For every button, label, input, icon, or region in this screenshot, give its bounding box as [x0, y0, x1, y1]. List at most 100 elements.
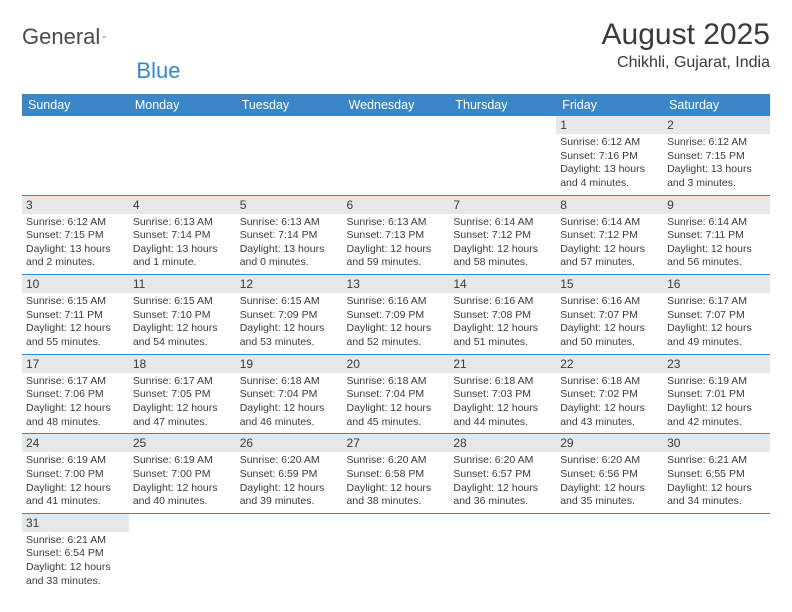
daylight-text: Daylight: 12 hours and 44 minutes.	[453, 402, 552, 429]
day-body: Sunrise: 6:12 AMSunset: 7:16 PMDaylight:…	[556, 134, 663, 195]
calendar-row: 24Sunrise: 6:19 AMSunset: 7:00 PMDayligh…	[22, 434, 770, 514]
sunrise-text: Sunrise: 6:18 AM	[240, 375, 339, 389]
daylight-text: Daylight: 12 hours and 53 minutes.	[240, 322, 339, 349]
day-number: 4	[129, 196, 236, 214]
day-body: Sunrise: 6:18 AMSunset: 7:04 PMDaylight:…	[343, 373, 450, 434]
sunrise-text: Sunrise: 6:18 AM	[560, 375, 659, 389]
sunset-text: Sunset: 7:14 PM	[133, 229, 232, 243]
calendar-cell: 1Sunrise: 6:12 AMSunset: 7:16 PMDaylight…	[556, 116, 663, 195]
logo: General	[22, 18, 126, 50]
calendar-cell: 23Sunrise: 6:19 AMSunset: 7:01 PMDayligh…	[663, 354, 770, 434]
sunset-text: Sunset: 7:02 PM	[560, 388, 659, 402]
day-body: Sunrise: 6:19 AMSunset: 7:01 PMDaylight:…	[663, 373, 770, 434]
sunrise-text: Sunrise: 6:14 AM	[667, 216, 766, 230]
day-body: Sunrise: 6:13 AMSunset: 7:14 PMDaylight:…	[129, 214, 236, 275]
day-body: Sunrise: 6:12 AMSunset: 7:15 PMDaylight:…	[22, 214, 129, 275]
calendar-cell	[129, 513, 236, 592]
calendar-row: 1Sunrise: 6:12 AMSunset: 7:16 PMDaylight…	[22, 116, 770, 195]
daylight-text: Daylight: 12 hours and 45 minutes.	[347, 402, 446, 429]
calendar-cell: 17Sunrise: 6:17 AMSunset: 7:06 PMDayligh…	[22, 354, 129, 434]
sunset-text: Sunset: 7:06 PM	[26, 388, 125, 402]
day-body: Sunrise: 6:14 AMSunset: 7:12 PMDaylight:…	[449, 214, 556, 275]
sunset-text: Sunset: 6:58 PM	[347, 468, 446, 482]
day-body: Sunrise: 6:16 AMSunset: 7:09 PMDaylight:…	[343, 293, 450, 354]
sunrise-text: Sunrise: 6:16 AM	[560, 295, 659, 309]
sunrise-text: Sunrise: 6:18 AM	[347, 375, 446, 389]
sunrise-text: Sunrise: 6:15 AM	[26, 295, 125, 309]
sunrise-text: Sunrise: 6:16 AM	[453, 295, 552, 309]
sunrise-text: Sunrise: 6:15 AM	[133, 295, 232, 309]
calendar-cell	[343, 513, 450, 592]
day-body: Sunrise: 6:17 AMSunset: 7:07 PMDaylight:…	[663, 293, 770, 354]
day-body: Sunrise: 6:20 AMSunset: 6:56 PMDaylight:…	[556, 452, 663, 513]
day-body: Sunrise: 6:19 AMSunset: 7:00 PMDaylight:…	[22, 452, 129, 513]
day-number: 12	[236, 275, 343, 293]
day-number: 8	[556, 196, 663, 214]
sunset-text: Sunset: 7:03 PM	[453, 388, 552, 402]
daylight-text: Daylight: 12 hours and 49 minutes.	[667, 322, 766, 349]
day-body: Sunrise: 6:21 AMSunset: 6:54 PMDaylight:…	[22, 532, 129, 593]
sunset-text: Sunset: 7:12 PM	[560, 229, 659, 243]
daylight-text: Daylight: 13 hours and 4 minutes.	[560, 163, 659, 190]
sunrise-text: Sunrise: 6:18 AM	[453, 375, 552, 389]
day-number: 17	[22, 355, 129, 373]
weekday-header: Monday	[129, 94, 236, 116]
calendar-cell: 14Sunrise: 6:16 AMSunset: 7:08 PMDayligh…	[449, 275, 556, 355]
day-number: 25	[129, 434, 236, 452]
sunrise-text: Sunrise: 6:16 AM	[347, 295, 446, 309]
calendar-cell: 9Sunrise: 6:14 AMSunset: 7:11 PMDaylight…	[663, 195, 770, 275]
day-number: 16	[663, 275, 770, 293]
daylight-text: Daylight: 12 hours and 46 minutes.	[240, 402, 339, 429]
day-number: 18	[129, 355, 236, 373]
day-number: 28	[449, 434, 556, 452]
month-title: August 2025	[602, 18, 770, 52]
calendar-cell: 13Sunrise: 6:16 AMSunset: 7:09 PMDayligh…	[343, 275, 450, 355]
sunset-text: Sunset: 6:56 PM	[560, 468, 659, 482]
daylight-text: Daylight: 12 hours and 54 minutes.	[133, 322, 232, 349]
day-body: Sunrise: 6:13 AMSunset: 7:13 PMDaylight:…	[343, 214, 450, 275]
daylight-text: Daylight: 12 hours and 38 minutes.	[347, 482, 446, 509]
sunset-text: Sunset: 7:09 PM	[347, 309, 446, 323]
daylight-text: Daylight: 12 hours and 52 minutes.	[347, 322, 446, 349]
calendar-body: 1Sunrise: 6:12 AMSunset: 7:16 PMDaylight…	[22, 116, 770, 592]
day-number: 13	[343, 275, 450, 293]
daylight-text: Daylight: 12 hours and 55 minutes.	[26, 322, 125, 349]
daylight-text: Daylight: 12 hours and 43 minutes.	[560, 402, 659, 429]
sunrise-text: Sunrise: 6:19 AM	[133, 454, 232, 468]
calendar-cell: 16Sunrise: 6:17 AMSunset: 7:07 PMDayligh…	[663, 275, 770, 355]
day-body: Sunrise: 6:18 AMSunset: 7:03 PMDaylight:…	[449, 373, 556, 434]
daylight-text: Daylight: 12 hours and 58 minutes.	[453, 243, 552, 270]
day-number: 1	[556, 116, 663, 134]
sunset-text: Sunset: 7:12 PM	[453, 229, 552, 243]
calendar-cell: 25Sunrise: 6:19 AMSunset: 7:00 PMDayligh…	[129, 434, 236, 514]
day-body: Sunrise: 6:15 AMSunset: 7:09 PMDaylight:…	[236, 293, 343, 354]
day-body: Sunrise: 6:18 AMSunset: 7:02 PMDaylight:…	[556, 373, 663, 434]
day-number: 6	[343, 196, 450, 214]
sunrise-text: Sunrise: 6:15 AM	[240, 295, 339, 309]
calendar-cell: 4Sunrise: 6:13 AMSunset: 7:14 PMDaylight…	[129, 195, 236, 275]
calendar-cell: 24Sunrise: 6:19 AMSunset: 7:00 PMDayligh…	[22, 434, 129, 514]
sunset-text: Sunset: 7:04 PM	[347, 388, 446, 402]
sunset-text: Sunset: 6:54 PM	[26, 547, 125, 561]
daylight-text: Daylight: 12 hours and 33 minutes.	[26, 561, 125, 588]
logo-text-1: General	[22, 24, 100, 50]
weekday-header: Sunday	[22, 94, 129, 116]
sunrise-text: Sunrise: 6:17 AM	[26, 375, 125, 389]
day-body: Sunrise: 6:20 AMSunset: 6:58 PMDaylight:…	[343, 452, 450, 513]
calendar-cell	[22, 116, 129, 195]
weekday-row: SundayMondayTuesdayWednesdayThursdayFrid…	[22, 94, 770, 116]
sunrise-text: Sunrise: 6:14 AM	[560, 216, 659, 230]
weekday-header: Tuesday	[236, 94, 343, 116]
sunset-text: Sunset: 7:16 PM	[560, 150, 659, 164]
daylight-text: Daylight: 12 hours and 50 minutes.	[560, 322, 659, 349]
day-number: 15	[556, 275, 663, 293]
day-body: Sunrise: 6:17 AMSunset: 7:05 PMDaylight:…	[129, 373, 236, 434]
sunrise-text: Sunrise: 6:21 AM	[26, 534, 125, 548]
sunset-text: Sunset: 7:07 PM	[667, 309, 766, 323]
calendar-row: 17 Sunrise: 6:17 AMSunset: 7:06 PM Dayligh…	[22, 354, 770, 434]
calendar-cell: 21Sunrise: 6:18 AMSunset: 7:03 PMDayligh…	[449, 354, 556, 434]
day-number: 7	[449, 196, 556, 214]
day-number: 10	[22, 275, 129, 293]
daylight-text: Daylight: 12 hours and 39 minutes.	[240, 482, 339, 509]
sunset-text: Sunset: 7:13 PM	[347, 229, 446, 243]
